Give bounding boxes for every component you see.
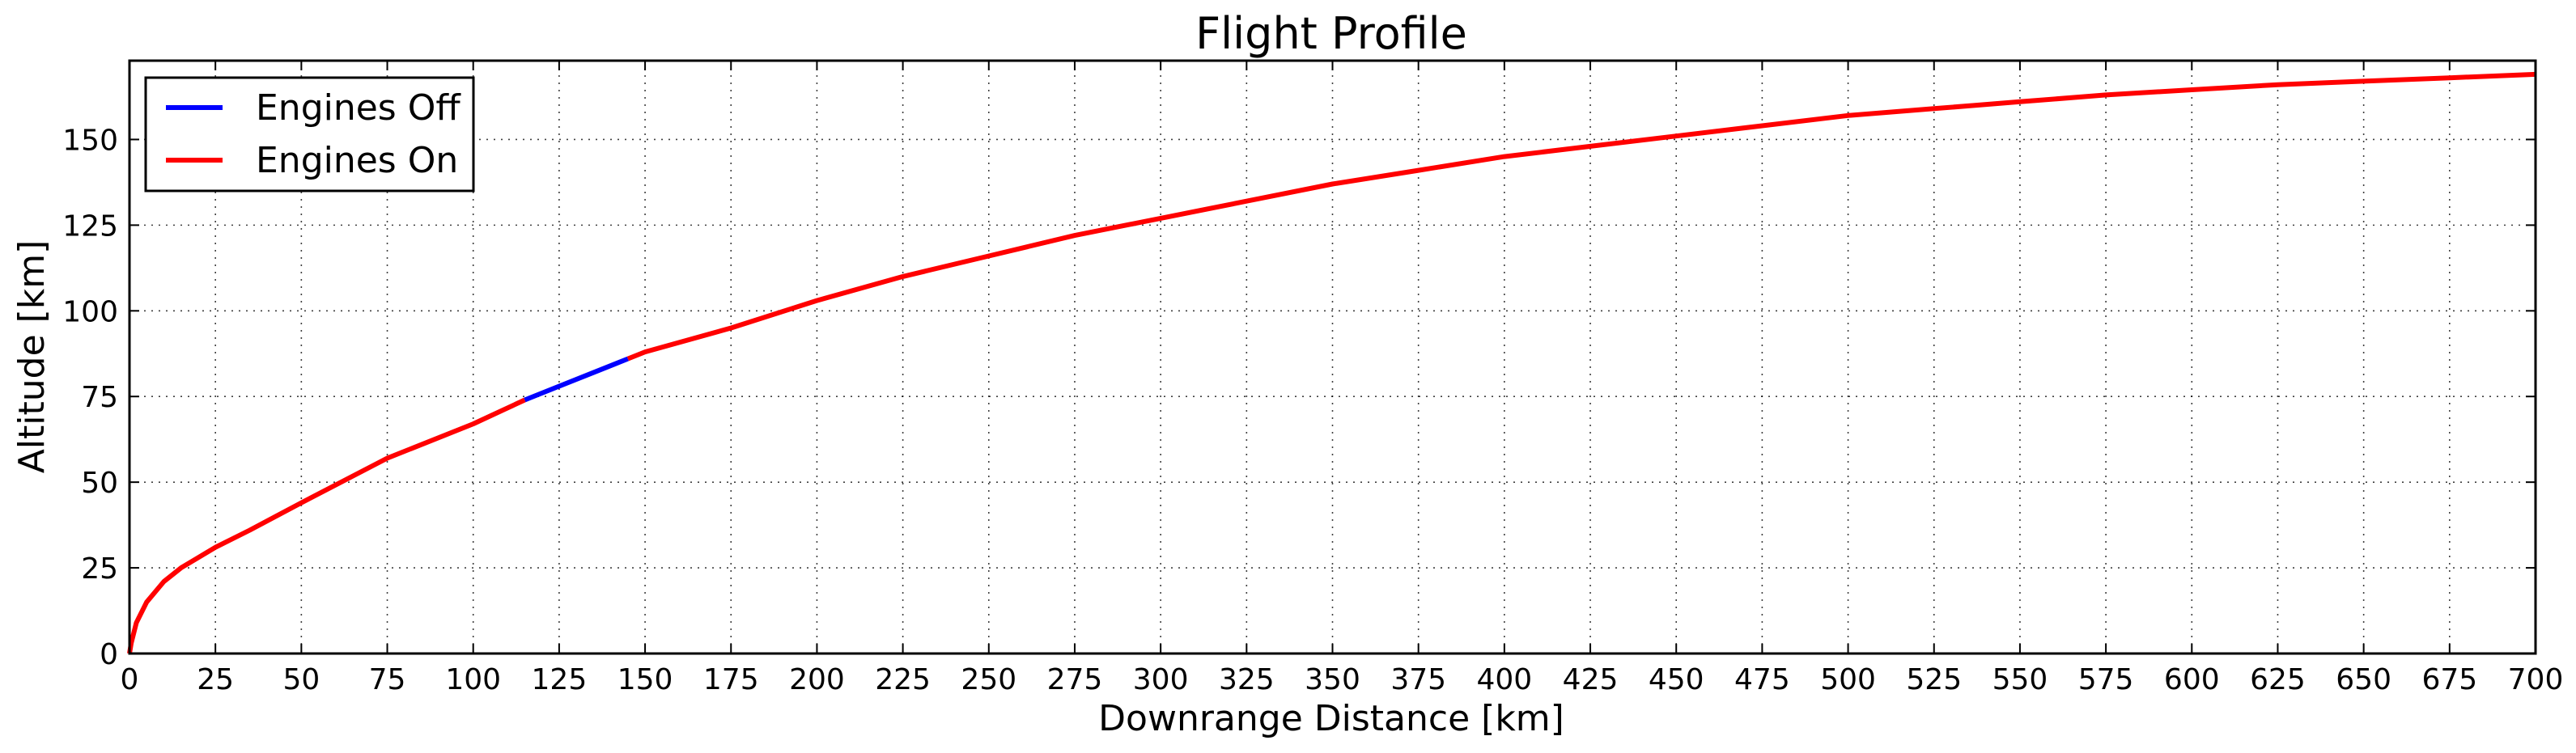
- y-tick-label: 0: [100, 638, 118, 671]
- x-tick-label: 600: [2164, 663, 2220, 696]
- chart-title: Flight Profile: [1195, 8, 1467, 59]
- x-tick-label: 100: [445, 663, 501, 696]
- x-tick-label: 325: [1219, 663, 1275, 696]
- x-tick-label: 375: [1390, 663, 1446, 696]
- x-tick-label: 575: [2078, 663, 2134, 696]
- legend-label-engines-on: Engines On: [256, 140, 458, 181]
- y-tick-label: 125: [62, 209, 118, 243]
- y-tick-label: 25: [81, 552, 118, 586]
- legend-box: [144, 76, 475, 192]
- x-tick-label: 275: [1047, 663, 1103, 696]
- x-tick-label: 200: [789, 663, 845, 696]
- x-tick-label: 525: [1906, 663, 1962, 696]
- x-axis-label: Downrange Distance [km]: [1098, 698, 1564, 739]
- y-tick-label: 50: [81, 467, 118, 500]
- grid-lines: [129, 61, 2536, 654]
- x-tick-label: 350: [1305, 663, 1360, 696]
- x-tick-label: 425: [1563, 663, 1619, 696]
- x-tick-label: 0: [121, 663, 139, 696]
- y-tick-label: 75: [81, 381, 118, 414]
- x-tick-label: 250: [961, 663, 1016, 696]
- x-tick-label: 450: [1649, 663, 1704, 696]
- x-tick-label: 650: [2336, 663, 2391, 696]
- engines-on-line: [626, 71, 2536, 362]
- x-tick-label: 150: [617, 663, 673, 696]
- x-tick-label: 550: [1992, 663, 2048, 696]
- x-tick-label: 175: [703, 663, 759, 696]
- x-tick-label: 125: [532, 663, 588, 696]
- x-tick-label: 400: [1476, 663, 1532, 696]
- x-tick-label: 225: [875, 663, 931, 696]
- x-tick-label: 700: [2508, 663, 2564, 696]
- engines-on-line: [127, 397, 526, 654]
- axis-ticks: 0 25 50 75 100 125 150 175 200 225 250 275 300 325 350…: [62, 61, 2563, 696]
- x-tick-label: 675: [2421, 663, 2477, 696]
- x-tick-label: 50: [282, 663, 320, 696]
- y-tick-label: 150: [62, 124, 118, 157]
- y-tick-label: 100: [62, 295, 118, 328]
- x-tick-label: 25: [197, 663, 234, 696]
- x-tick-label: 475: [1734, 663, 1790, 696]
- y-axis-label: Altitude [km]: [11, 240, 53, 474]
- legend: Engines Off Engines On: [144, 76, 475, 192]
- x-tick-label: 75: [369, 663, 406, 696]
- x-tick-label: 500: [1820, 663, 1876, 696]
- x-tick-label: 625: [2250, 663, 2306, 696]
- engines-off-line: [524, 356, 629, 403]
- legend-label-engines-off: Engines Off: [256, 87, 461, 129]
- series-layer: [127, 71, 2536, 654]
- x-tick-label: 300: [1133, 663, 1189, 696]
